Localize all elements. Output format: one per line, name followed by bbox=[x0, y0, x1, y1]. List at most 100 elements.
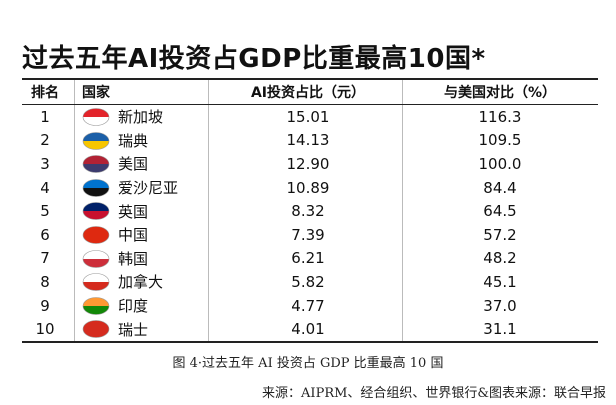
table-cell: 2 bbox=[40, 131, 50, 150]
header-cell: 国家 bbox=[82, 85, 110, 101]
flag-icon bbox=[82, 131, 110, 150]
column-divider bbox=[208, 152, 209, 176]
flag-icon bbox=[82, 296, 110, 315]
column-divider bbox=[208, 80, 209, 104]
header-cell: AI投资占比（元） bbox=[250, 85, 366, 101]
table-cell: 新加坡 bbox=[118, 108, 164, 127]
flag-icon bbox=[82, 249, 110, 268]
column-divider bbox=[74, 152, 75, 176]
table-cell: 7 bbox=[40, 249, 50, 268]
column-divider bbox=[208, 199, 209, 223]
column-divider bbox=[74, 199, 75, 223]
table-row: 2 瑞典 14.13 109.5 bbox=[22, 128, 598, 153]
flag-icon bbox=[82, 202, 110, 221]
table-cell: 4.01 bbox=[291, 320, 325, 339]
column-divider bbox=[74, 293, 75, 318]
table-cell: 中国 bbox=[118, 226, 149, 245]
table-cell: 6 bbox=[40, 225, 50, 244]
table-cell: 爱沙尼亚 bbox=[118, 179, 179, 198]
table-row: 5 英国 8.32 64.5 bbox=[22, 199, 598, 223]
table-row: 10 瑞士 4.01 31.1 bbox=[22, 317, 598, 341]
table-row: 8 加拿大 5.82 45.1 bbox=[22, 270, 598, 294]
header-row: 排名 国家 AI投资占比（元） 与美国对比（%） bbox=[22, 78, 598, 105]
table-cell: 57.2 bbox=[483, 225, 517, 244]
column-divider bbox=[74, 317, 75, 341]
table-cell: 116.3 bbox=[478, 107, 522, 126]
column-divider bbox=[208, 222, 209, 247]
flag-icon bbox=[82, 155, 110, 173]
table-cell: 5.82 bbox=[291, 272, 325, 291]
column-divider bbox=[74, 80, 75, 104]
table-cell: 美国 bbox=[118, 155, 149, 174]
table-cell: 加拿大 bbox=[118, 273, 164, 292]
table-cell: 12.90 bbox=[286, 154, 330, 173]
table-cell: 7.39 bbox=[291, 225, 325, 244]
table-cell: 109.5 bbox=[478, 131, 522, 150]
table-cell: 1 bbox=[40, 107, 50, 126]
table-cell: 4 bbox=[40, 178, 50, 197]
flag-icon bbox=[82, 226, 110, 244]
table-cell: 48.2 bbox=[483, 249, 517, 268]
table-cell: 印度 bbox=[118, 297, 149, 316]
table-cell: 84.4 bbox=[483, 178, 517, 197]
table-cell: 英国 bbox=[118, 202, 149, 221]
column-divider bbox=[208, 128, 209, 153]
table-row: 9 印度 4.77 37.0 bbox=[22, 293, 598, 318]
flag-icon bbox=[82, 320, 110, 339]
caption: 图 4·过去五年 AI 投资占 GDP 比重最高 10 国 bbox=[172, 356, 444, 371]
flag-icon bbox=[82, 178, 110, 197]
table: 排名 国家 AI投资占比（元） 与美国对比（%） 1 新加坡 15.01 116.3 2 瑞典… bbox=[22, 78, 598, 343]
column-divider bbox=[208, 317, 209, 341]
table-cell: 64.5 bbox=[483, 202, 517, 221]
column-divider bbox=[74, 270, 75, 294]
table-cell: 9 bbox=[40, 296, 50, 315]
table-cell: 韩国 bbox=[118, 249, 149, 268]
column-divider bbox=[402, 270, 403, 294]
table-row: 6 中国 7.39 57.2 bbox=[22, 222, 598, 247]
table-cell: 瑞典 bbox=[118, 131, 149, 150]
column-divider bbox=[208, 175, 209, 200]
column-divider bbox=[402, 246, 403, 271]
column-divider bbox=[208, 105, 209, 129]
table-row: 3 美国 12.90 100.0 bbox=[22, 152, 598, 176]
table-cell: 6.21 bbox=[291, 249, 325, 268]
table-cell: 37.0 bbox=[483, 296, 517, 315]
table-row: 4 爱沙尼亚 10.89 84.4 bbox=[22, 175, 598, 200]
table-cell: 45.1 bbox=[483, 272, 517, 291]
column-divider bbox=[402, 105, 403, 129]
column-divider bbox=[402, 199, 403, 223]
table-cell: 100.0 bbox=[478, 154, 522, 173]
column-divider bbox=[402, 175, 403, 200]
table-cell: 10 bbox=[35, 320, 55, 339]
table-cell: 14.13 bbox=[286, 131, 330, 150]
table-cell: 3 bbox=[40, 154, 50, 173]
title: 过去五年AI投资占GDP比重最高10国* bbox=[22, 44, 486, 74]
column-divider bbox=[402, 293, 403, 318]
header-cell: 排名 bbox=[31, 85, 59, 101]
flag-icon bbox=[82, 273, 110, 291]
column-divider bbox=[208, 270, 209, 294]
column-divider bbox=[208, 293, 209, 318]
table-cell: 4.77 bbox=[291, 296, 325, 315]
header-cell: 与美国对比（%） bbox=[443, 85, 557, 101]
table-bottom-border bbox=[22, 340, 598, 343]
source: 来源：AIPRM、经合组织、世界银行&图表来源：联合早报 bbox=[262, 386, 606, 401]
table-cell: 瑞士 bbox=[118, 320, 149, 339]
table-cell: 8 bbox=[40, 272, 50, 291]
column-divider bbox=[402, 222, 403, 247]
column-divider bbox=[74, 222, 75, 247]
column-divider bbox=[74, 246, 75, 271]
column-divider bbox=[208, 246, 209, 271]
column-divider bbox=[402, 80, 403, 104]
column-divider bbox=[402, 317, 403, 341]
column-divider bbox=[74, 105, 75, 129]
table-row: 7 韩国 6.21 48.2 bbox=[22, 246, 598, 271]
column-divider bbox=[74, 175, 75, 200]
table-cell: 5 bbox=[40, 202, 50, 221]
table-row: 1 新加坡 15.01 116.3 bbox=[22, 105, 598, 129]
table-cell: 10.89 bbox=[286, 178, 330, 197]
column-divider bbox=[402, 128, 403, 153]
column-divider bbox=[402, 152, 403, 176]
table-cell: 15.01 bbox=[286, 107, 330, 126]
